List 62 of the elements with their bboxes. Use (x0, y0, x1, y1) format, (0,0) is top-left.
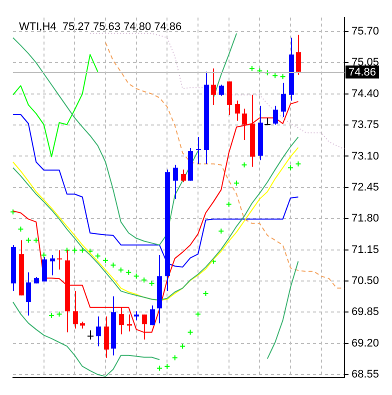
y-tick-label: 69.85 (351, 306, 380, 318)
point (18, 226, 24, 232)
ref-line-label: 74.86 (348, 66, 376, 79)
y-tick-label: 74.40 (351, 88, 380, 100)
point (218, 228, 224, 234)
point (72, 247, 78, 254)
y-tick-label: 70.50 (351, 275, 380, 288)
y-tick-label: 73.10 (351, 150, 380, 162)
y-tick-label: 73.75 (351, 119, 380, 132)
candlestick (50, 254, 55, 276)
y-tick-label: 72.45 (351, 181, 380, 194)
candlestick (219, 84, 224, 96)
point (133, 273, 140, 280)
line-series (90, 32, 345, 150)
point (172, 354, 178, 361)
candlestick (181, 169, 186, 183)
point (272, 72, 278, 79)
y-tick-label: 71.15 (351, 244, 380, 256)
candlestick (73, 290, 78, 329)
candlestick (173, 164, 178, 200)
point (180, 343, 186, 350)
point (164, 363, 170, 370)
point (148, 280, 155, 286)
point (226, 201, 232, 208)
point (40, 252, 47, 258)
point (56, 311, 62, 318)
point (234, 180, 240, 186)
line-series (105, 42, 345, 289)
y-tick-label: 75.05 (351, 56, 380, 69)
candlestick (242, 108, 247, 140)
point (25, 237, 32, 244)
point (126, 269, 132, 276)
chart-title: WTI,H4 75.27 75.63 74.80 74.86 (19, 21, 182, 34)
y-tick-label: 69.20 (351, 337, 380, 350)
y-tick-label: 75.70 (351, 26, 380, 38)
point (87, 248, 94, 254)
point (295, 160, 302, 167)
point (79, 247, 86, 254)
point (264, 70, 270, 76)
candlestick (273, 105, 278, 126)
point (10, 208, 16, 215)
candlestick (227, 80, 232, 116)
point (241, 162, 248, 168)
candlestick (26, 272, 31, 316)
point (64, 247, 70, 254)
point (110, 262, 116, 268)
y-tick-label: 68.55 (351, 368, 380, 381)
candlestick (134, 310, 139, 321)
candlestick (235, 100, 240, 122)
candlestick (281, 82, 286, 118)
point (256, 68, 263, 74)
candlestick (104, 316, 109, 358)
candlestick (150, 304, 155, 326)
candlestick (57, 250, 62, 270)
y-tick-label: 71.80 (351, 212, 380, 225)
point (187, 329, 194, 336)
point (280, 74, 286, 80)
candlestick (296, 34, 301, 76)
candlestick (211, 68, 216, 106)
candlestick (96, 316, 101, 347)
point (156, 365, 162, 372)
candlestick (196, 136, 201, 164)
